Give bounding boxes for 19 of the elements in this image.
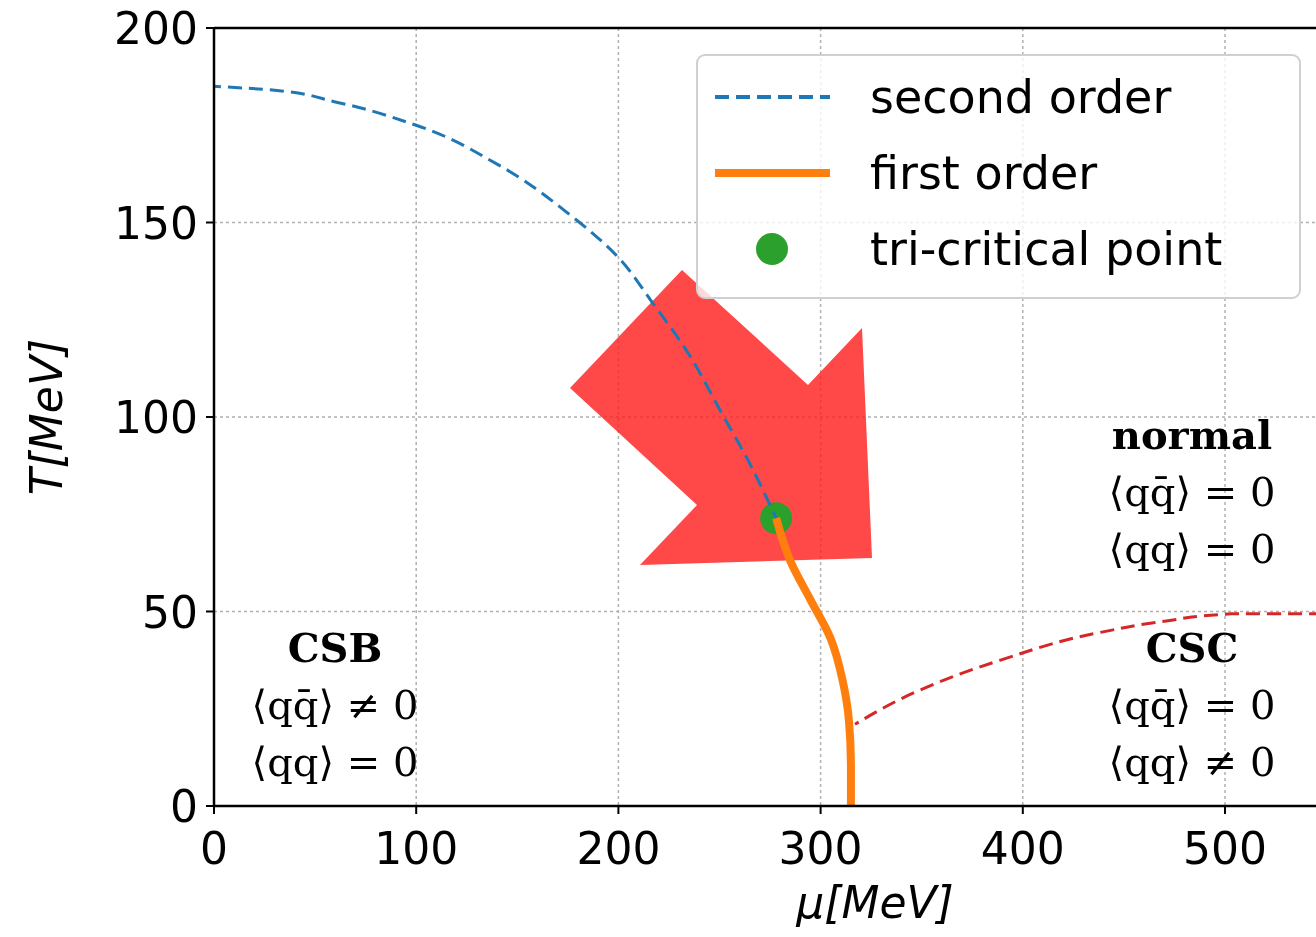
x-tick-label: 500 bbox=[1183, 823, 1267, 874]
y-tick-label: 50 bbox=[142, 586, 198, 638]
y-tick-label: 200 bbox=[114, 3, 198, 54]
x-tick-label: 300 bbox=[778, 823, 863, 874]
y-tick-label: 0 bbox=[170, 781, 198, 832]
x-tick-label: 100 bbox=[374, 823, 459, 874]
annotation: CSB ⟨qq̄⟩ ≠ 0 ⟨qq⟩ = 0 bbox=[251, 624, 419, 785]
y-tick-label: 150 bbox=[114, 197, 198, 249]
line-series bbox=[853, 612, 1316, 726]
y-tick-label: 100 bbox=[114, 392, 198, 443]
y-axis-title: T[MeV] bbox=[21, 338, 72, 496]
x-tick-label: 200 bbox=[576, 823, 661, 874]
legend-label: second order bbox=[870, 70, 1172, 124]
annotation: CSC ⟨qq̄⟩ = 0 ⟨qq⟩ ≠ 0 bbox=[1108, 624, 1276, 785]
legend-label: tri-critical point bbox=[870, 222, 1223, 276]
annotation: normal ⟨qq̄⟩ = 0 ⟨qq⟩ = 0 bbox=[1108, 411, 1276, 572]
legend-label: first order bbox=[870, 146, 1098, 200]
x-tick-label: 400 bbox=[980, 823, 1065, 874]
x-axis-title: μ[MeV] bbox=[795, 877, 954, 928]
